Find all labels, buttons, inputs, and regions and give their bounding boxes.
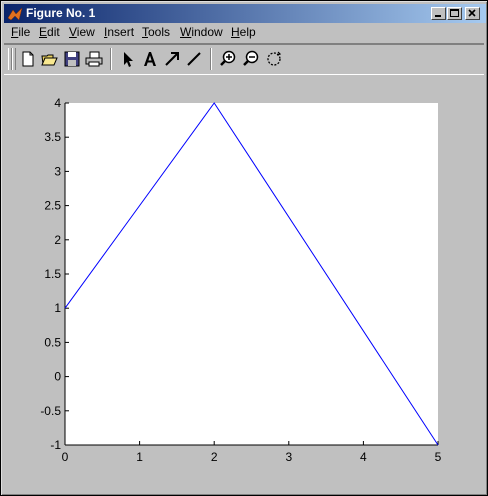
x-tick-label: 3 [285, 450, 292, 464]
select-arrow-icon [124, 52, 133, 67]
toolbar-separator [110, 48, 112, 70]
print-icon [85, 51, 103, 67]
rotate-icon [267, 51, 282, 66]
x-tick-label: 2 [211, 450, 218, 464]
zoom-in-button[interactable] [218, 49, 238, 69]
minimize-button[interactable] [431, 7, 446, 20]
zoom-out-icon [243, 50, 259, 66]
y-tick-label: 0 [54, 370, 61, 384]
close-icon [468, 9, 476, 17]
insert-text-button[interactable] [140, 49, 160, 69]
window-title: Figure No. 1 [26, 6, 96, 20]
new-figure-button[interactable] [18, 49, 38, 69]
minimize-icon [435, 15, 441, 17]
open-file-button[interactable] [40, 49, 60, 69]
zoom-out-button[interactable] [241, 49, 261, 69]
axes-background[interactable] [65, 103, 438, 445]
menu-insert[interactable]: Insert [104, 25, 135, 39]
toolbar-grip[interactable] [8, 48, 12, 70]
save-button[interactable] [62, 49, 82, 69]
y-tick-label: 1 [54, 301, 61, 315]
x-tick-label: 4 [360, 450, 367, 464]
zoom-in-icon [220, 50, 236, 66]
menu-bar: File Edit View Insert Tools Window Help [4, 23, 484, 42]
x-tick-label: 0 [62, 450, 69, 464]
insert-line-icon [187, 52, 201, 66]
y-tick-label: 2 [54, 233, 61, 247]
print-button[interactable] [84, 49, 104, 69]
title-bar[interactable]: Figure No. 1 [4, 4, 486, 23]
save-icon [64, 51, 80, 67]
insert-arrow-button[interactable] [162, 49, 182, 69]
y-tick-label: -0.5 [40, 404, 61, 418]
x-tick-label: 1 [136, 450, 143, 464]
maximize-button[interactable] [447, 7, 462, 20]
toolbar-separator [210, 48, 212, 70]
maximize-icon [450, 9, 459, 17]
y-tick-label: -1 [50, 438, 61, 452]
insert-line-button[interactable] [184, 49, 204, 69]
insert-arrow-icon [165, 52, 179, 66]
menu-file[interactable]: File [11, 25, 31, 39]
menu-help[interactable]: Help [231, 25, 256, 39]
edit-plot-button[interactable] [118, 49, 138, 69]
y-tick-label: 0.5 [44, 335, 61, 349]
data-series-line [64, 102, 439, 446]
y-tick-label: 3 [54, 164, 61, 178]
y-tick-label: 3.5 [44, 130, 61, 144]
y-tick-label: 1.5 [44, 267, 61, 281]
toolbar-grip[interactable] [12, 48, 16, 70]
toolbar [4, 43, 484, 75]
close-button[interactable] [465, 7, 480, 20]
insert-text-icon [144, 52, 156, 66]
matlab-logo-icon [7, 7, 23, 21]
x-tick-label: 5 [435, 450, 442, 464]
menu-view[interactable]: View [69, 25, 95, 39]
menu-window[interactable]: Window [180, 25, 223, 39]
menu-edit[interactable]: Edit [39, 25, 60, 39]
y-tick-label: 2.5 [44, 199, 61, 213]
menu-tools[interactable]: Tools [142, 25, 171, 39]
new-file-icon [22, 51, 34, 67]
open-folder-icon [41, 54, 58, 66]
rotate-3d-button[interactable] [264, 49, 284, 69]
y-tick-label: 4 [54, 96, 61, 110]
